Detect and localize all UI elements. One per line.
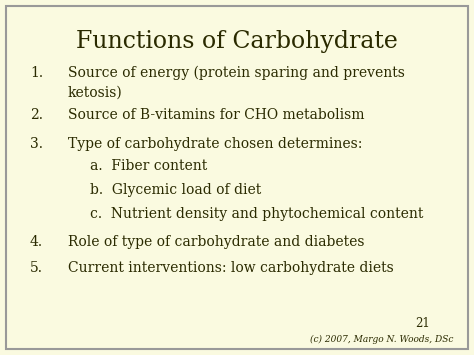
Text: Role of type of carbohydrate and diabetes: Role of type of carbohydrate and diabete… [68, 235, 365, 249]
Text: 4.: 4. [30, 235, 43, 249]
Text: Type of carbohydrate chosen determines:: Type of carbohydrate chosen determines: [68, 137, 363, 151]
FancyBboxPatch shape [6, 6, 468, 349]
Text: Source of energy (protein sparing and prevents
ketosis): Source of energy (protein sparing and pr… [68, 66, 405, 100]
Text: 5.: 5. [30, 261, 43, 275]
Text: a.  Fiber content: a. Fiber content [90, 159, 207, 173]
Text: 2.: 2. [30, 108, 43, 122]
Text: 1.: 1. [30, 66, 43, 80]
Text: Current interventions: low carbohydrate diets: Current interventions: low carbohydrate … [68, 261, 394, 275]
Text: 21: 21 [415, 317, 430, 330]
Text: 3.: 3. [30, 137, 43, 151]
Text: (c) 2007, Margo N. Woods, DSc: (c) 2007, Margo N. Woods, DSc [310, 335, 453, 344]
Text: c.  Nutrient density and phytochemical content: c. Nutrient density and phytochemical co… [90, 207, 423, 221]
Text: b.  Glycemic load of diet: b. Glycemic load of diet [90, 183, 261, 197]
Text: Functions of Carbohydrate: Functions of Carbohydrate [76, 30, 398, 53]
Text: Source of B-vitamins for CHO metabolism: Source of B-vitamins for CHO metabolism [68, 108, 365, 122]
